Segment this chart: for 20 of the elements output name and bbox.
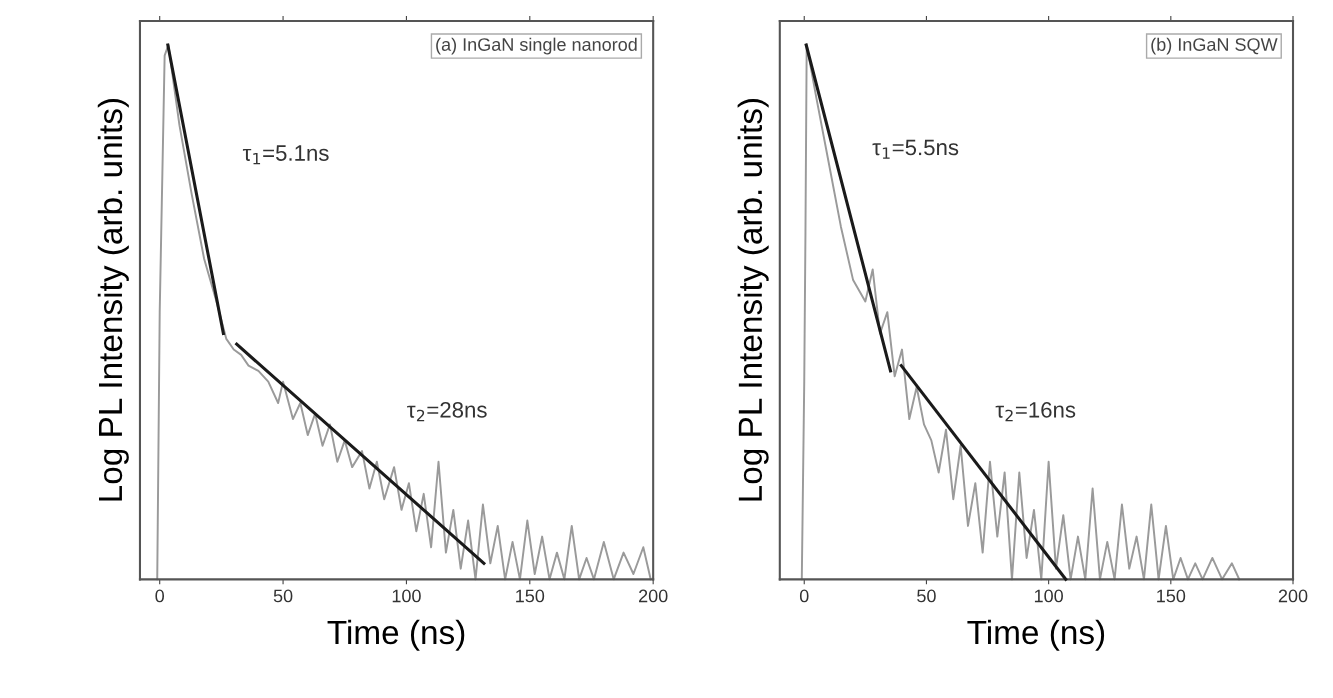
annotation: τ$_{1}$=5.1ns [242, 145, 329, 165]
x-axis-title: Time (ns) [327, 619, 465, 651]
x-tick-label: 50 [917, 589, 936, 603]
y-axis-title: Log PL Intensity (arb. units) [737, 99, 769, 501]
y-axis-title: Log PL Intensity (arb. units) [97, 99, 129, 501]
annotation: τ$_{2}$=16ns [995, 402, 1076, 422]
annotation: (a) InGaN single nanorod [436, 37, 637, 55]
x-tick-label: 100 [392, 589, 421, 603]
x-tick-label: 50 [273, 589, 293, 603]
annotation: τ$_{2}$=28ns [407, 402, 487, 422]
annotation: τ$_{1}$=5.5ns [872, 139, 959, 159]
x-tick-label: 0 [155, 589, 165, 603]
annotation: (b) InGaN SQW [1151, 37, 1278, 55]
x-tick-label: 150 [1157, 589, 1186, 603]
x-axis-title: Time (ns) [967, 619, 1105, 651]
x-tick-label: 200 [1278, 589, 1308, 603]
x-tick-label: 150 [516, 589, 545, 603]
x-tick-label: 0 [799, 589, 809, 603]
x-tick-label: 100 [1034, 589, 1063, 603]
x-tick-label: 200 [639, 589, 668, 603]
